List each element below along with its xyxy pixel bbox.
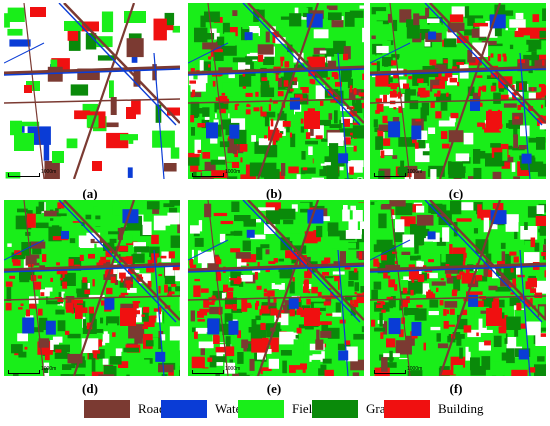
legend: Road Water Field Grass Building [0, 393, 550, 423]
panel-label-a: (a) [82, 186, 98, 201]
legend-swatch-field [238, 400, 284, 418]
map-e [188, 200, 364, 376]
legend-swatch-water [161, 400, 207, 418]
map-b [188, 3, 364, 179]
panel-e: 1000m [188, 200, 364, 376]
legend-swatch-building [384, 400, 430, 418]
panel-label-c: (c) [448, 186, 464, 201]
legend-label-building: Building [438, 401, 484, 416]
scale-text: 1000m [407, 169, 423, 175]
panel-label-b: (b) [266, 186, 282, 201]
map-c [370, 3, 546, 179]
panel-b: 1000m [188, 3, 364, 179]
scale-text: 1000m [41, 169, 57, 175]
panel-f: 1000m [370, 200, 546, 376]
legend-swatch-road [84, 400, 130, 418]
panel-a: 1000m [4, 3, 180, 179]
map-a [4, 3, 180, 179]
panel-label-d: (d) [82, 381, 98, 396]
map-d [4, 200, 180, 376]
panel-label-e: (e) [266, 381, 282, 396]
scale-text: 1000m [225, 169, 241, 175]
panel-d: 1000m [4, 200, 180, 376]
scale-text: 1000m [225, 366, 241, 372]
panel-c: 1000m [370, 3, 546, 179]
legend-swatch-grass [312, 400, 358, 418]
scale-text: 1000m [407, 366, 423, 372]
map-f [370, 200, 546, 376]
scale-text: 1000m [41, 366, 57, 372]
legend-label-road: Road [138, 401, 166, 416]
panel-label-f: (f) [449, 381, 463, 396]
